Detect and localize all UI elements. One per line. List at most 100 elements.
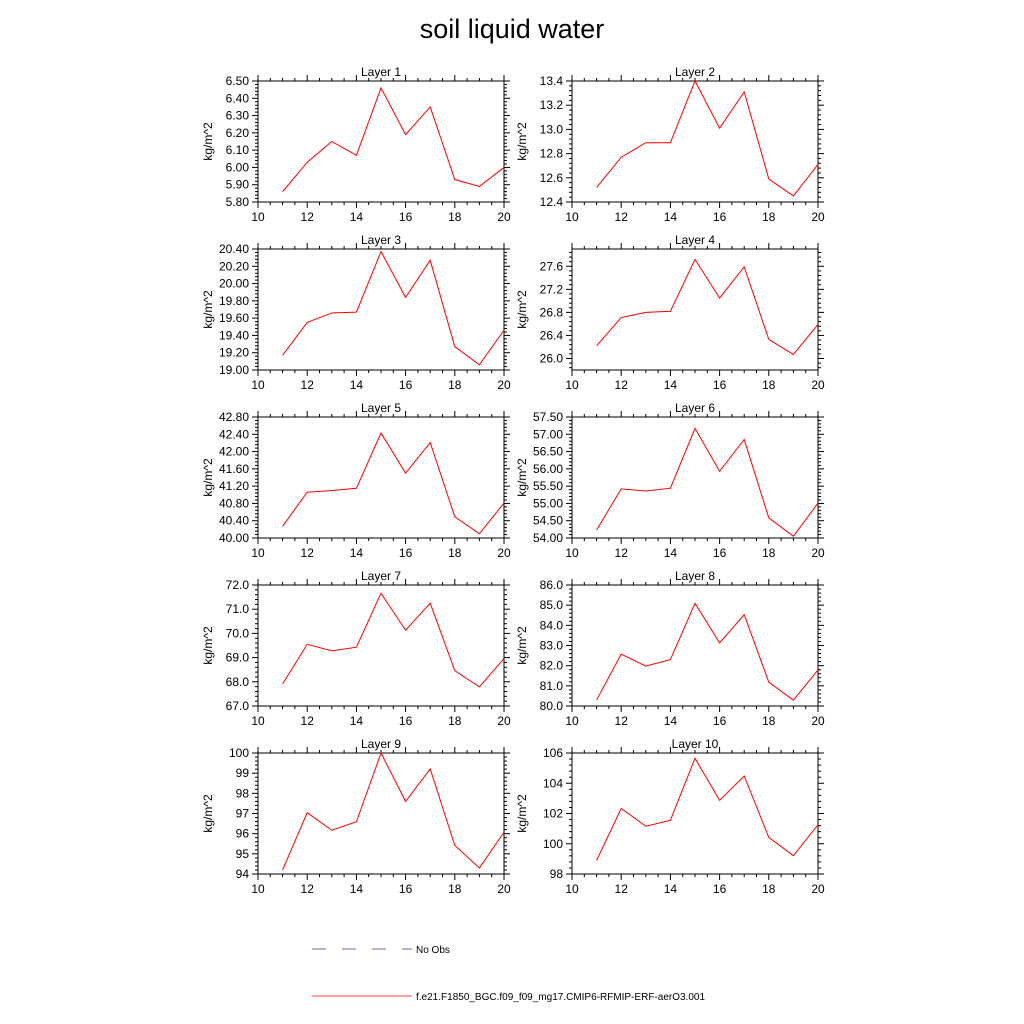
x-tick-label: 18 <box>762 546 776 560</box>
y-tick-label: 98 <box>550 867 564 881</box>
y-tick-label: 82.0 <box>540 659 564 673</box>
plot-frame <box>257 248 505 371</box>
y-tick-label: 100 <box>229 746 249 760</box>
x-tick-label: 12 <box>301 378 315 392</box>
y-tick-label: 41.20 <box>219 479 249 493</box>
series-line <box>596 258 819 356</box>
y-tick-label: 42.00 <box>219 445 249 459</box>
series-line <box>282 431 505 535</box>
panel-title: Layer 2 <box>675 65 715 79</box>
x-tick-label: 20 <box>811 210 825 224</box>
y-tick-label: 19.00 <box>219 363 249 377</box>
x-tick-label: 16 <box>713 378 727 392</box>
plot-frame <box>571 80 819 203</box>
legend-item: f.e21.F1850_BGC.f09_f09_mg17.CMIP6-RFMIP… <box>312 992 705 1003</box>
y-tick-label: 42.40 <box>219 427 249 441</box>
x-tick-label: 14 <box>350 210 364 224</box>
x-tick-label: 16 <box>713 882 727 896</box>
x-tick-label: 10 <box>251 882 265 896</box>
figure-title: soil liquid water <box>419 14 605 44</box>
x-tick-label: 18 <box>762 210 776 224</box>
y-tick-label: 106 <box>543 746 563 760</box>
panel-title: Layer 1 <box>361 65 401 79</box>
y-tick-label: 80.0 <box>540 699 564 713</box>
x-tick-label: 12 <box>615 714 629 728</box>
panel-title: Layer 4 <box>675 233 715 247</box>
y-tick-label: 5.90 <box>226 178 250 192</box>
x-tick-label: 14 <box>664 378 678 392</box>
y-tick-label: 13.4 <box>540 74 564 88</box>
panel-title: Layer 7 <box>361 569 401 583</box>
x-tick-label: 18 <box>448 378 462 392</box>
panel-3: Layer 3 10 12 14 16 18 20 19.00 19.20 19.40 19.60 1… <box>201 233 511 392</box>
x-tick-label: 18 <box>448 714 462 728</box>
y-tick-label: 54.50 <box>533 514 563 528</box>
y-tick-label: 98 <box>236 786 250 800</box>
y-tick-label: 42.80 <box>219 410 249 424</box>
series-line <box>596 602 819 701</box>
y-tick-label: 26.8 <box>540 305 564 319</box>
x-tick-label: 16 <box>399 546 413 560</box>
x-tick-label: 14 <box>350 378 364 392</box>
x-tick-label: 12 <box>615 882 629 896</box>
panel-title: Layer 3 <box>361 233 401 247</box>
x-tick-label: 12 <box>301 882 315 896</box>
legend: No Obs f.e21.F1850_BGC.f09_f09_mg17.CMIP6… <box>312 945 705 1003</box>
x-tick-label: 14 <box>664 546 678 560</box>
x-tick-label: 14 <box>350 546 364 560</box>
series-line <box>282 250 505 366</box>
y-axis-label: kg/m^2 <box>515 122 529 161</box>
y-tick-label: 57.50 <box>533 410 563 424</box>
series-line <box>596 427 819 537</box>
y-tick-label: 86.0 <box>540 578 564 592</box>
panel-2: Layer 2 10 12 14 16 18 20 12.4 12.6 12.8 13.0 13.2 1… <box>515 65 825 224</box>
y-tick-label: 20.00 <box>219 277 249 291</box>
plot-frame <box>257 416 505 539</box>
y-tick-label: 57.00 <box>533 427 563 441</box>
y-tick-label: 20.20 <box>219 259 249 273</box>
y-tick-label: 55.50 <box>533 479 563 493</box>
legend-label: No Obs <box>416 945 450 956</box>
y-tick-label: 6.20 <box>226 126 250 140</box>
y-tick-label: 104 <box>543 776 563 790</box>
x-tick-label: 16 <box>713 714 727 728</box>
y-tick-label: 55.00 <box>533 496 563 510</box>
x-tick-label: 14 <box>664 882 678 896</box>
y-tick-label: 69.0 <box>226 651 250 665</box>
y-tick-label: 6.00 <box>226 160 250 174</box>
y-tick-label: 67.0 <box>226 699 250 713</box>
y-tick-label: 26.0 <box>540 351 564 365</box>
x-tick-label: 20 <box>811 378 825 392</box>
x-tick-label: 14 <box>664 210 678 224</box>
legend-item: No Obs <box>312 945 450 956</box>
y-axis-label: kg/m^2 <box>201 626 215 665</box>
x-tick-label: 12 <box>301 714 315 728</box>
y-tick-label: 6.50 <box>226 74 250 88</box>
y-tick-label: 56.00 <box>533 462 563 476</box>
y-tick-label: 26.4 <box>540 328 564 342</box>
y-tick-label: 19.80 <box>219 294 249 308</box>
panel-1: Layer 1 10 12 14 16 18 20 5.80 5.90 6.00 6.10 6.20 6… <box>201 65 511 224</box>
x-tick-label: 18 <box>448 882 462 896</box>
x-tick-label: 18 <box>448 210 462 224</box>
y-tick-label: 5.80 <box>226 195 250 209</box>
panel-7: Layer 7 10 12 14 16 18 20 67.0 68.0 69.0 70.0 71.0 7… <box>201 569 511 728</box>
x-tick-label: 16 <box>399 378 413 392</box>
y-tick-label: 96 <box>236 827 250 841</box>
y-tick-label: 13.2 <box>540 98 564 112</box>
panel-title: Layer 6 <box>675 401 715 415</box>
y-tick-label: 6.30 <box>226 109 250 123</box>
y-tick-label: 70.0 <box>226 626 250 640</box>
x-tick-label: 20 <box>811 714 825 728</box>
panel-10: Layer 10 10 12 14 16 18 20 98 100 102 104 106 kg/m^2 <box>515 737 825 896</box>
y-axis-label: kg/m^2 <box>201 794 215 833</box>
x-tick-label: 20 <box>497 378 511 392</box>
plot-frame <box>571 248 819 371</box>
y-tick-label: 100 <box>543 837 563 851</box>
plot-frame <box>571 416 819 539</box>
plot-frame <box>257 80 505 203</box>
series-line <box>596 79 819 197</box>
x-tick-label: 10 <box>565 546 579 560</box>
